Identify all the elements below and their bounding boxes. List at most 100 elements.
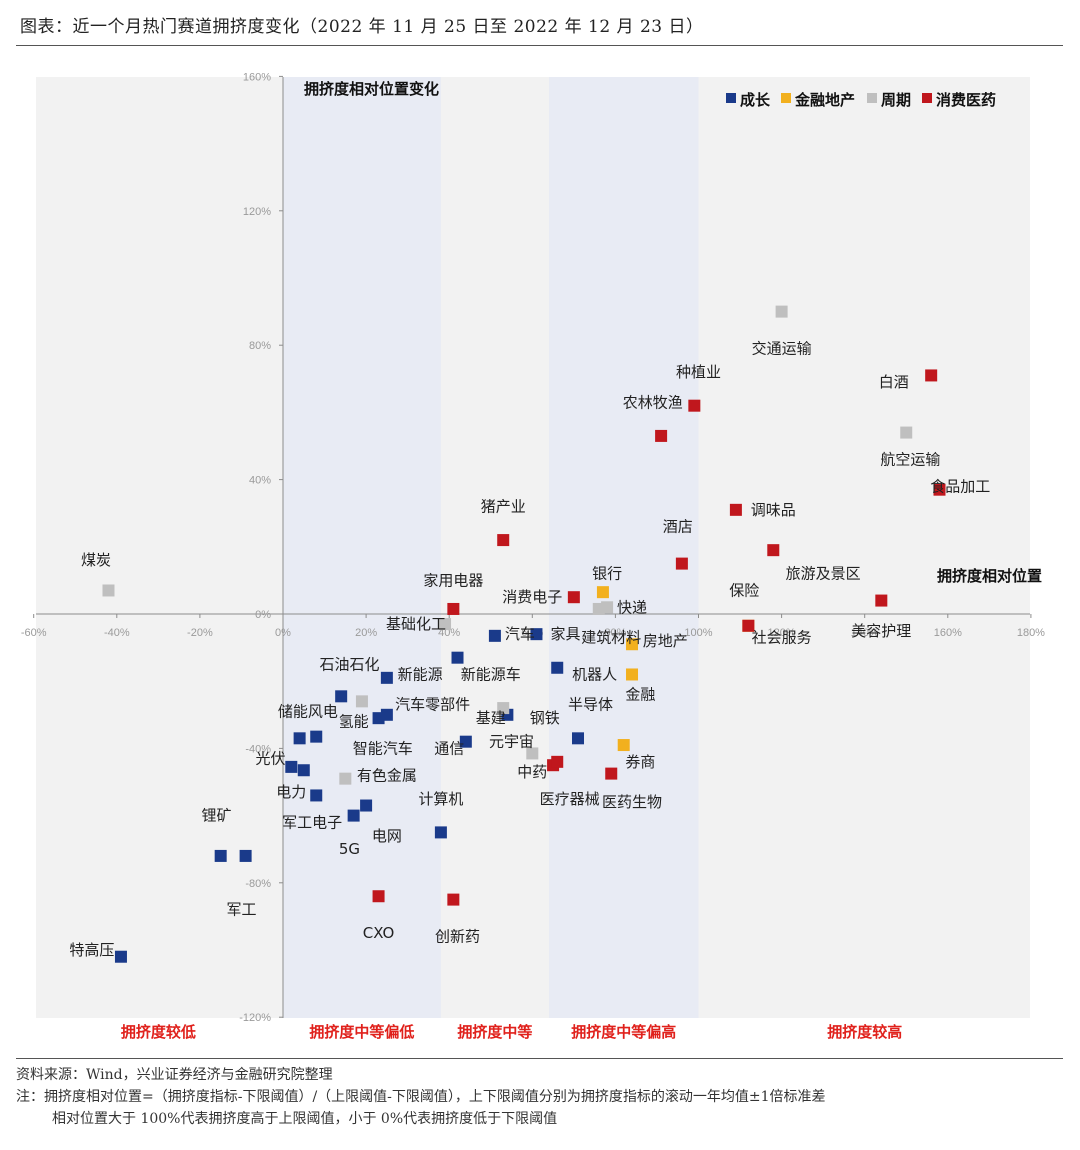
data-point[interactable]: [285, 760, 298, 773]
point-label: 新能源车: [461, 665, 521, 683]
y-axis-title: 拥挤度相对位置变化: [304, 80, 439, 98]
point-label: 智能汽车: [353, 739, 413, 757]
legend: 成长 金融地产 周期 消费医药: [726, 91, 996, 109]
point-label: 旅游及景区: [786, 565, 861, 583]
data-points: [102, 305, 946, 963]
data-point[interactable]: [497, 702, 510, 715]
data-point[interactable]: [360, 799, 373, 812]
data-point[interactable]: [488, 629, 501, 642]
data-point[interactable]: [655, 429, 668, 442]
data-point[interactable]: [372, 712, 385, 725]
point-label: 银行: [592, 565, 622, 583]
data-point[interactable]: [451, 651, 464, 664]
x-tick-label: 140%: [851, 627, 879, 639]
y-tick-label: -120%: [239, 1012, 271, 1024]
x-tick-label: 120%: [768, 627, 796, 639]
point-label: 光伏: [256, 749, 286, 767]
data-point[interactable]: [355, 695, 368, 708]
point-label: 社会服务: [752, 629, 812, 647]
point-label: 特高压: [69, 941, 114, 959]
data-point[interactable]: [114, 950, 127, 963]
data-point[interactable]: [459, 735, 472, 748]
data-point[interactable]: [626, 668, 639, 681]
point-label: 基础化工: [386, 615, 446, 633]
zone-band: [283, 77, 441, 1018]
data-point[interactable]: [239, 849, 252, 862]
data-point[interactable]: [592, 602, 605, 615]
data-point[interactable]: [447, 893, 460, 906]
data-point[interactable]: [434, 826, 447, 839]
data-point[interactable]: [605, 767, 618, 780]
data-point[interactable]: [339, 772, 352, 785]
point-label: 白酒: [879, 373, 909, 391]
point-label: 石油石化: [319, 655, 379, 673]
data-point[interactable]: [572, 732, 585, 745]
data-point[interactable]: [767, 544, 780, 557]
data-point[interactable]: [875, 594, 888, 607]
data-point[interactable]: [335, 690, 348, 703]
point-label: 半导体: [568, 696, 613, 714]
x-axis-title: 拥挤度相对位置: [937, 567, 1042, 585]
data-point[interactable]: [297, 764, 310, 777]
data-point[interactable]: [347, 809, 360, 822]
data-point[interactable]: [293, 732, 306, 745]
source-note: 资料来源：Wind，兴业证券经济与金融研究院整理: [16, 1067, 333, 1083]
data-point[interactable]: [933, 483, 946, 496]
zone-label: 拥挤度中等偏高: [571, 1023, 676, 1041]
data-point[interactable]: [688, 399, 701, 412]
point-label: 汽车零部件: [395, 696, 470, 714]
data-point[interactable]: [372, 890, 385, 903]
data-point[interactable]: [742, 619, 755, 632]
data-point[interactable]: [526, 747, 539, 760]
legend-label: 消费医药: [936, 91, 996, 109]
y-tick-label: 160%: [243, 71, 271, 83]
point-label: 创新药: [435, 928, 480, 946]
data-point[interactable]: [729, 503, 742, 516]
legend-label: 周期: [881, 91, 911, 109]
x-tick-label: -60%: [21, 627, 47, 639]
y-tick-label: -40%: [245, 743, 271, 755]
zone-labels: 拥挤度较低 拥挤度中等偏低 拥挤度中等 拥挤度中等偏高 拥挤度较高: [121, 1023, 902, 1041]
point-label: 机器人: [572, 665, 617, 683]
point-label: 煤炭: [81, 551, 111, 569]
x-tick-label: 80%: [604, 627, 626, 639]
point-label: 计算机: [418, 790, 463, 808]
figure-title: 图表：近一个月热门赛道拥挤度变化（2022 年 11 月 25 日至 2022 …: [20, 17, 704, 37]
data-point[interactable]: [900, 426, 913, 439]
data-point[interactable]: [214, 849, 227, 862]
scatter-chart: -60%-40%-20%0%20%40%60%80%100%120%140%16…: [21, 71, 1045, 1041]
y-tick-label: -80%: [245, 878, 271, 890]
point-label: 军工: [226, 901, 256, 919]
zone-bands: [36, 77, 1030, 1018]
data-point[interactable]: [596, 586, 609, 599]
point-label: 钢铁: [530, 709, 560, 727]
point-label: 医疗器械: [540, 790, 600, 808]
data-point[interactable]: [626, 638, 639, 651]
data-point[interactable]: [380, 671, 393, 684]
point-label: 通信: [434, 739, 464, 757]
data-point[interactable]: [102, 584, 115, 597]
data-point[interactable]: [775, 305, 788, 318]
point-label: 交通运输: [752, 340, 812, 358]
point-label: CXO: [363, 924, 395, 942]
legend-swatch: [867, 93, 877, 103]
point-label: 有色金属: [357, 766, 417, 784]
data-point[interactable]: [439, 618, 452, 631]
point-label: 氢能: [339, 713, 369, 731]
data-point[interactable]: [310, 789, 323, 802]
point-label: 房地产: [643, 632, 688, 650]
data-point[interactable]: [530, 628, 543, 641]
data-point[interactable]: [617, 739, 630, 752]
data-point[interactable]: [447, 602, 460, 615]
data-point[interactable]: [925, 369, 938, 382]
point-label: 元宇宙: [489, 733, 534, 751]
data-point[interactable]: [551, 661, 564, 674]
point-label: 医药生物: [602, 793, 662, 811]
data-point[interactable]: [675, 557, 688, 570]
point-label: 5G: [339, 840, 360, 858]
data-point[interactable]: [310, 730, 323, 743]
data-point[interactable]: [497, 534, 510, 547]
y-tick-label: 40%: [249, 475, 271, 487]
data-point[interactable]: [567, 591, 580, 604]
data-point[interactable]: [551, 755, 564, 768]
